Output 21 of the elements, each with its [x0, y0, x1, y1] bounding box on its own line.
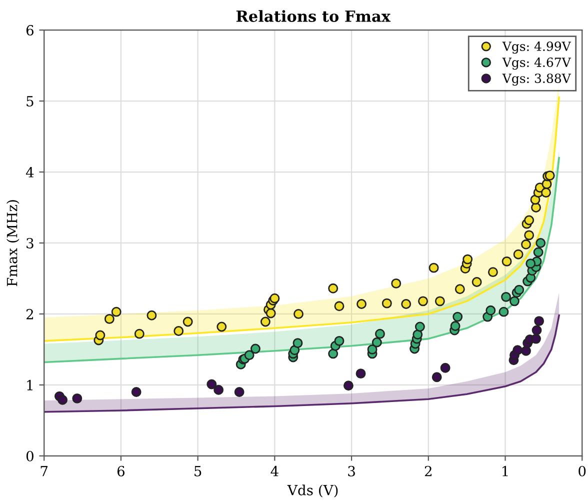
x-tick-label: 7 [40, 466, 48, 476]
y-tick-label: 3 [26, 238, 34, 248]
y-tick-label: 1 [27, 380, 32, 390]
x-tick-label: 5 [194, 466, 202, 476]
legend-label: Vgs: 4.99V [502, 42, 572, 54]
y-axis-title: Fmax (MHz) [6, 200, 20, 286]
x-tick-label: 0 [578, 466, 586, 476]
y-tick-label: 5 [26, 96, 34, 107]
y-tick-label: 0 [26, 450, 34, 462]
chart-title: Relations to Fmax [236, 10, 391, 22]
y-tick-label: 4 [26, 166, 34, 178]
y-tick-label: 2 [26, 308, 34, 320]
y-tick-label: 6 [26, 25, 34, 36]
legend-label: Vgs: 4.67V [502, 58, 572, 70]
x-tick-label: 4 [270, 466, 278, 476]
x-tick-label: 6 [117, 466, 125, 476]
x-tick-label: 1 [502, 466, 508, 476]
x-axis-title: Vds (V) [287, 484, 338, 498]
legend-label: Vgs: 3.88V [502, 74, 572, 86]
x-tick-label: 2 [424, 466, 432, 476]
x-tick-label: 3 [348, 466, 355, 476]
